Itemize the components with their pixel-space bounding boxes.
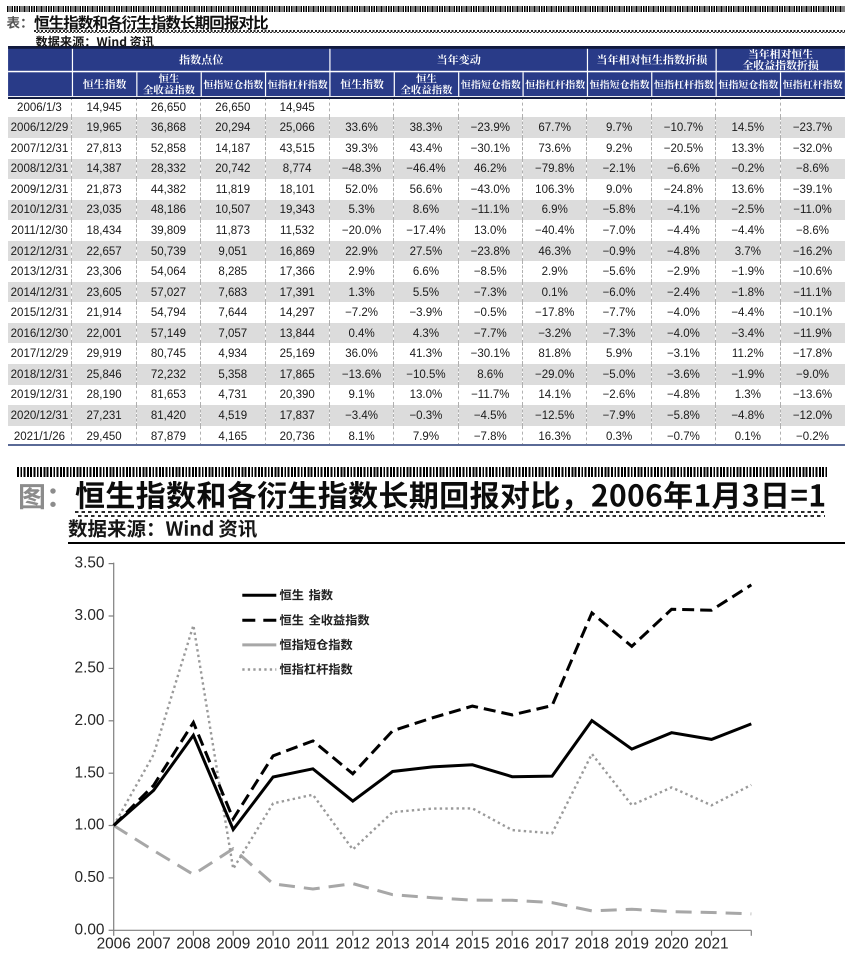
svg-text:2006: 2006	[97, 935, 131, 952]
svg-text:0.50: 0.50	[75, 869, 105, 886]
svg-text:2008: 2008	[176, 935, 210, 952]
svg-text:2014: 2014	[415, 935, 450, 952]
svg-text:2012: 2012	[336, 935, 370, 952]
svg-text:2010: 2010	[256, 935, 290, 952]
svg-text:1.50: 1.50	[75, 764, 105, 781]
svg-text:3.00: 3.00	[75, 607, 105, 624]
svg-text:2021: 2021	[694, 935, 728, 952]
svg-text:2013: 2013	[375, 935, 409, 952]
svg-text:2.50: 2.50	[75, 660, 105, 677]
svg-text:2011: 2011	[296, 935, 329, 952]
svg-text:2015: 2015	[455, 935, 489, 952]
svg-text:2009: 2009	[216, 935, 250, 952]
svg-text:2.00: 2.00	[75, 712, 105, 729]
svg-text:2020: 2020	[654, 935, 688, 952]
svg-text:3.50: 3.50	[75, 555, 105, 572]
svg-text:1.00: 1.00	[75, 817, 105, 834]
svg-text:2018: 2018	[575, 935, 609, 952]
svg-text:2019: 2019	[615, 935, 649, 952]
svg-text:2017: 2017	[535, 935, 569, 952]
svg-text:0.00: 0.00	[75, 921, 105, 938]
svg-text:2007: 2007	[136, 935, 170, 952]
svg-text:2016: 2016	[495, 935, 529, 952]
